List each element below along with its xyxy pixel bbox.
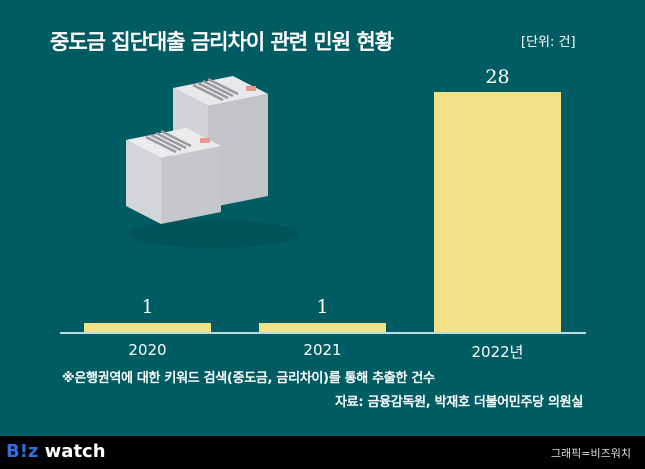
graphic-credit: 그래픽=비즈워치 [550, 447, 631, 460]
x-tick-2020: 2020 [128, 341, 167, 359]
bar-2022 [434, 92, 561, 332]
bar-2020 [84, 323, 211, 332]
chart-title: 중도금 집단대출 금리차이 관련 민원 현황 [50, 30, 394, 54]
value-label-2022: 28 [485, 66, 510, 88]
x-tick-2022: 2022년 [471, 343, 524, 361]
footnote: ※은행권역에 대한 키워드 검색(중도금, 금리차이)를 통해 추출한 건수 [62, 371, 435, 386]
bizwatch-logo: B!z watch [6, 441, 106, 462]
document-stacks-icon [126, 76, 298, 248]
value-label-2020: 1 [141, 296, 154, 318]
logo-prefix: B!z [6, 441, 39, 462]
bar-chart: 1 1 28 2020 2021 2022년 [60, 66, 586, 361]
x-tick-2021: 2021 [303, 341, 342, 359]
value-label-2021: 1 [316, 296, 329, 318]
unit-label: [단위: 건] [521, 35, 576, 50]
bar-2021 [259, 323, 386, 332]
footer-bar: B!z watch 그래픽=비즈워치 [0, 436, 645, 469]
logo-suffix: watch [38, 441, 106, 462]
x-axis-line [60, 332, 586, 334]
source-note: 자료: 금융감독원, 박재호 더불어민주당 의원실 [335, 395, 583, 410]
